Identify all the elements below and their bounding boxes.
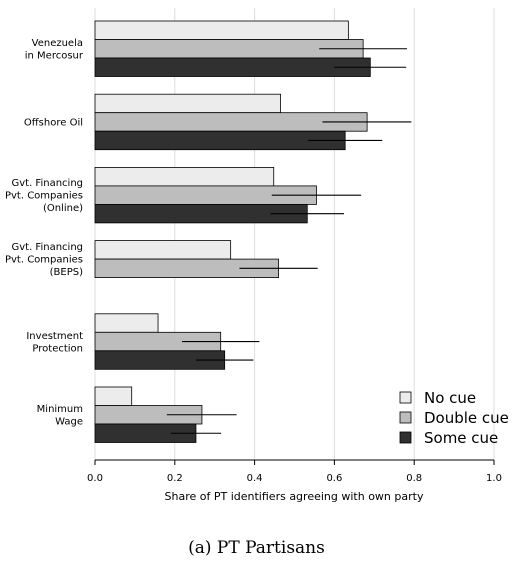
x-tick-label-3: 0.6 <box>326 473 342 484</box>
legend-label-2: Some cue <box>424 429 498 447</box>
x-tick-label-1: 0.2 <box>167 473 183 484</box>
x-tick-label-4: 0.8 <box>406 473 422 484</box>
bar-no-cue-3 <box>94 240 232 260</box>
grid-lines <box>94 8 495 460</box>
bar-some-cue-1 <box>94 130 346 151</box>
category-label-2: Gvt. Financing Pvt. Companies (Online) <box>5 178 83 214</box>
bar-no-cue-0 <box>94 20 349 40</box>
bar-no-cue-5 <box>94 386 133 406</box>
category-label-5: Minimum Wage <box>37 404 83 428</box>
figure-caption: (a) PT Partisans <box>188 538 325 558</box>
legend-label-0: No cue <box>424 389 476 407</box>
bar-no-cue-4 <box>94 313 159 333</box>
category-label-0: Venezuela in Mercosur <box>25 38 84 62</box>
x-tick-label-5: 1.0 <box>486 473 502 484</box>
bars <box>94 20 371 443</box>
x-axis: 0.0 0.2 0.4 0.6 0.8 1.0 <box>87 459 502 484</box>
legend-swatch-0 <box>399 391 412 404</box>
legend-swatch-1 <box>399 411 412 424</box>
x-tick-label-0: 0.0 <box>87 473 103 484</box>
bar-some-cue-0 <box>94 57 371 77</box>
category-label-3: Gvt. Financing Pvt. Companies (BEPS) <box>5 242 83 278</box>
x-axis-title: Share of PT identifiers agreeing with ow… <box>165 490 424 503</box>
confidence-intervals <box>166 48 412 434</box>
bar-no-cue-2 <box>94 166 275 187</box>
category-label-4: Investment Protection <box>26 331 83 355</box>
legend-label-1: Double cue <box>424 409 509 427</box>
category-labels: Venezuela in Mercosur Offshore Oil Gvt. Fin… <box>5 38 84 428</box>
legend: No cue Double cue Some cue <box>399 389 509 447</box>
legend-swatch-2 <box>399 431 412 444</box>
x-tick-label-2: 0.4 <box>247 473 263 484</box>
bar-chart: 0.0 0.2 0.4 0.6 0.8 1.0 Venezuela in Mercosur O… <box>5 8 509 503</box>
bar-no-cue-1 <box>94 93 281 114</box>
category-label-1: Offshore Oil <box>24 117 83 128</box>
